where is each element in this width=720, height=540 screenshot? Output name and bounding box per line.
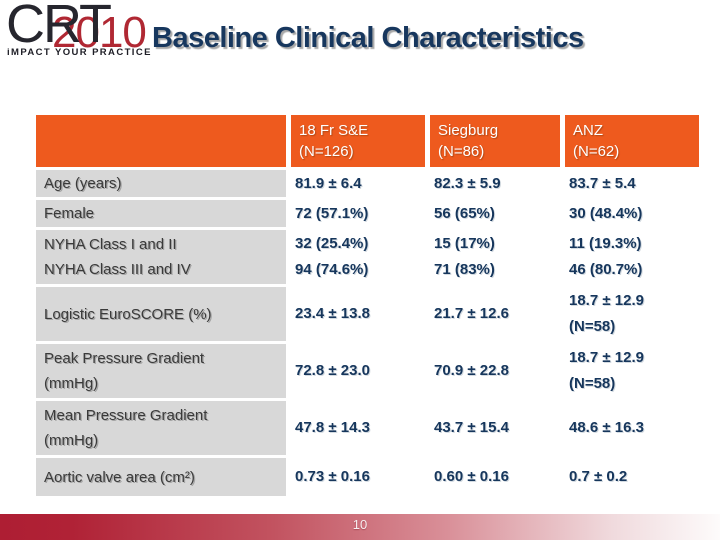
header-cell-siegburg: Siegburg (N=86) <box>430 115 560 167</box>
logo-year: 2010 <box>52 8 147 57</box>
column-n: (N=62) <box>573 143 620 160</box>
nyha-1-2-value: 32 (25.4%) <box>295 235 369 252</box>
row-label-peak-gradient: Peak Pressure Gradient (mmHg) <box>36 344 286 398</box>
nyha-1-2-value: 11 (19.3%) <box>569 235 642 252</box>
slide-title: Baseline Clinical Characteristics <box>152 22 584 54</box>
euroscore-anz-n: (N=58) <box>569 318 616 335</box>
value-nyha-anz: 11 (19.3%) 46 (80.7%) <box>565 230 699 284</box>
nyha-3-4-value: 71 (83%) <box>434 261 495 278</box>
value-mean-18fr: 47.8 ± 14.3 <box>291 401 425 455</box>
value-peak-siegburg: 70.9 ± 22.8 <box>430 344 560 398</box>
column-title: 18 Fr S&E <box>299 122 369 139</box>
value-euroscore-anz: 18.7 ± 12.9 (N=58) <box>565 287 699 341</box>
row-label-aortic-valve-area: Aortic valve area (cm²) <box>36 458 286 496</box>
value-female-siegburg: 56 (65%) <box>430 200 560 227</box>
crt-2010-logo: 2010 CRT iMPACT YOUR PRACTICE <box>0 0 160 64</box>
logo-tagline: iMPACT YOUR PRACTICE <box>7 47 152 58</box>
value-female-anz: 30 (48.4%) <box>565 200 699 227</box>
nyha-1-2-value: 15 (17%) <box>434 235 495 252</box>
column-title: Siegburg <box>438 122 499 139</box>
column-n: (N=126) <box>299 143 354 160</box>
logo-brand: CRT <box>6 0 112 54</box>
peak-gradient-unit: (mmHg) <box>44 375 99 392</box>
peak-anz-value: 18.7 ± 12.9 <box>569 349 644 366</box>
baseline-characteristics-table: 18 Fr S&E (N=126) Siegburg (N=86) ANZ (N… <box>36 115 699 496</box>
row-label-nyha: NYHA Class I and II NYHA Class III and I… <box>36 230 286 284</box>
value-euroscore-18fr: 23.4 ± 13.8 <box>291 287 425 341</box>
footer-bar: 10 <box>0 514 720 540</box>
value-age-siegburg: 82.3 ± 5.9 <box>430 170 560 197</box>
value-female-18fr: 72 (57.1%) <box>291 200 425 227</box>
nyha-class-3-4-label: NYHA Class III and IV <box>44 261 191 278</box>
nyha-3-4-value: 46 (80.7%) <box>569 261 643 278</box>
euroscore-anz-value: 18.7 ± 12.9 <box>569 292 644 309</box>
peak-gradient-label: Peak Pressure Gradient <box>44 350 205 367</box>
row-label-mean-gradient: Mean Pressure Gradient (mmHg) <box>36 401 286 455</box>
value-aortic-18fr: 0.73 ± 0.16 <box>291 458 425 496</box>
mean-gradient-unit: (mmHg) <box>44 432 99 449</box>
nyha-class-1-2-label: NYHA Class I and II <box>44 236 177 253</box>
value-peak-anz: 18.7 ± 12.9 (N=58) <box>565 344 699 398</box>
value-mean-siegburg: 43.7 ± 15.4 <box>430 401 560 455</box>
value-aortic-siegburg: 0.60 ± 0.16 <box>430 458 560 496</box>
peak-anz-n: (N=58) <box>569 375 616 392</box>
row-label-female: Female <box>36 200 286 227</box>
nyha-3-4-value: 94 (74.6%) <box>295 261 369 278</box>
header-cell-anz: ANZ (N=62) <box>565 115 699 167</box>
page-number: 10 <box>352 517 368 532</box>
row-label-age: Age (years) <box>36 170 286 197</box>
row-label-euroscore: Logistic EuroSCORE (%) <box>36 287 286 341</box>
column-n: (N=86) <box>438 143 485 160</box>
value-peak-18fr: 72.8 ± 23.0 <box>291 344 425 398</box>
value-nyha-18fr: 32 (25.4%) 94 (74.6%) <box>291 230 425 284</box>
value-age-18fr: 81.9 ± 6.4 <box>291 170 425 197</box>
value-age-anz: 83.7 ± 5.4 <box>565 170 699 197</box>
column-title: ANZ <box>573 122 603 139</box>
value-aortic-anz: 0.7 ± 0.2 <box>565 458 699 496</box>
value-euroscore-siegburg: 21.7 ± 12.6 <box>430 287 560 341</box>
mean-gradient-label: Mean Pressure Gradient <box>44 407 208 424</box>
header-cell-18fr-se: 18 Fr S&E (N=126) <box>291 115 425 167</box>
header-cell-empty <box>36 115 286 167</box>
value-nyha-siegburg: 15 (17%) 71 (83%) <box>430 230 560 284</box>
value-mean-anz: 48.6 ± 16.3 <box>565 401 699 455</box>
